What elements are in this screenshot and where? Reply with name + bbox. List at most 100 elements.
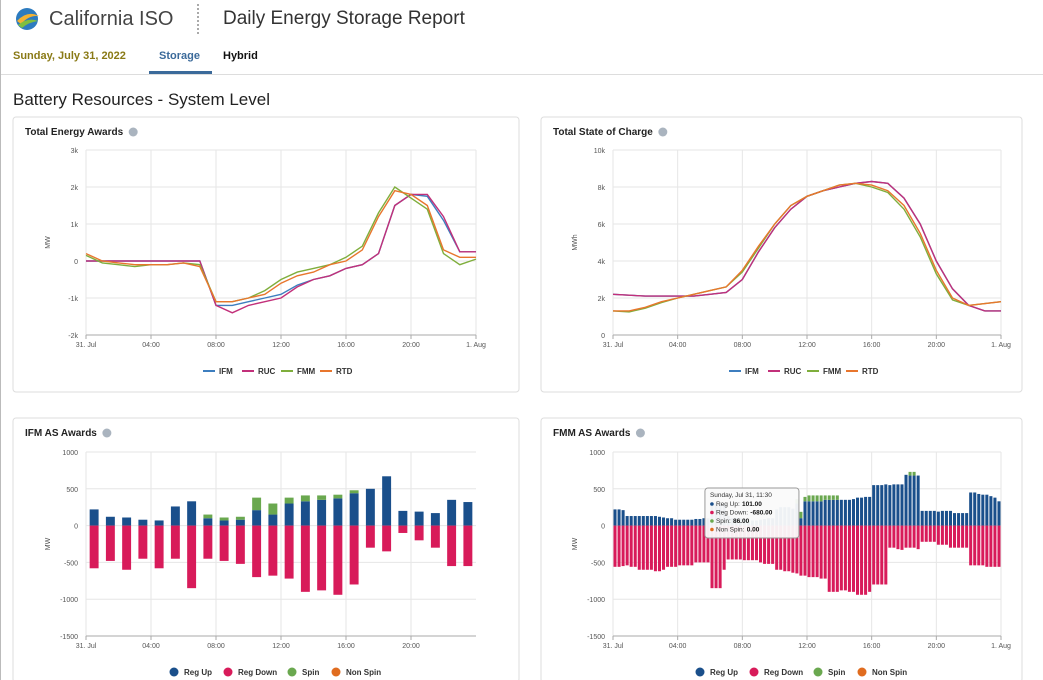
chart-title: FMM AS Awards bbox=[553, 428, 631, 439]
bar bbox=[985, 525, 989, 567]
bar bbox=[203, 514, 213, 519]
page-title: Daily Energy Storage Report bbox=[223, 8, 465, 29]
bar bbox=[710, 525, 714, 589]
bar bbox=[827, 499, 831, 526]
bar bbox=[633, 516, 637, 526]
tooltip-title: Sunday, Jul 31, 11:30 bbox=[710, 492, 772, 499]
bar bbox=[235, 516, 245, 520]
bar bbox=[900, 484, 904, 526]
bar bbox=[333, 494, 343, 499]
bar bbox=[690, 525, 694, 566]
bar bbox=[827, 525, 831, 592]
bar bbox=[973, 525, 977, 566]
bar bbox=[831, 499, 835, 526]
y-tick-label: 500 bbox=[66, 487, 78, 494]
bar bbox=[349, 493, 359, 526]
bar bbox=[702, 518, 706, 526]
bar bbox=[382, 476, 392, 526]
bar bbox=[154, 525, 164, 569]
bar bbox=[268, 525, 278, 576]
bar bbox=[365, 488, 375, 526]
tooltip-value: 86.00 bbox=[733, 518, 750, 525]
bar bbox=[957, 525, 961, 548]
chart-panel bbox=[12, 116, 520, 393]
bar bbox=[430, 513, 440, 526]
bar bbox=[957, 513, 961, 526]
legend-label: Reg Down bbox=[238, 668, 277, 677]
legend-label: Spin bbox=[302, 668, 319, 677]
bar bbox=[365, 525, 375, 548]
bar bbox=[637, 525, 641, 570]
bar bbox=[892, 484, 896, 526]
bar bbox=[333, 525, 343, 595]
x-tick-label: 08:00 bbox=[207, 342, 225, 349]
logo-text: California ISO bbox=[49, 8, 174, 30]
x-tick-label: 12:00 bbox=[798, 342, 816, 349]
bar bbox=[876, 485, 880, 526]
legend-swatch bbox=[813, 667, 823, 677]
bar bbox=[904, 525, 908, 548]
legend-label: RTD bbox=[862, 367, 879, 376]
bar bbox=[944, 510, 948, 526]
series-line bbox=[613, 182, 1002, 312]
tooltip-colon: : bbox=[729, 518, 731, 525]
bar bbox=[89, 525, 99, 569]
bar bbox=[771, 525, 775, 564]
bar bbox=[333, 498, 343, 526]
x-tick-label: 16:00 bbox=[863, 643, 881, 650]
y-tick-label: -1000 bbox=[587, 597, 605, 604]
bar bbox=[617, 525, 621, 567]
info-icon bbox=[658, 127, 668, 137]
bar bbox=[948, 510, 952, 526]
bar bbox=[876, 525, 880, 585]
legend-swatch bbox=[331, 667, 341, 677]
bar bbox=[811, 495, 815, 502]
bar bbox=[953, 513, 957, 526]
info-icon bbox=[635, 428, 645, 438]
bar bbox=[670, 518, 674, 526]
x-tick-label: 12:00 bbox=[798, 643, 816, 650]
bar bbox=[122, 525, 132, 570]
bar bbox=[317, 495, 327, 500]
bar bbox=[670, 525, 674, 567]
bar bbox=[985, 494, 989, 526]
bar bbox=[932, 510, 936, 526]
bar bbox=[349, 525, 359, 585]
bar bbox=[463, 525, 473, 567]
bar bbox=[989, 525, 993, 567]
bar bbox=[803, 501, 807, 526]
bar bbox=[722, 525, 726, 570]
bar bbox=[819, 501, 823, 526]
bar bbox=[815, 495, 819, 502]
bar bbox=[203, 518, 213, 526]
bar bbox=[791, 525, 795, 573]
bar bbox=[219, 525, 229, 561]
bar bbox=[641, 525, 645, 570]
bar bbox=[690, 519, 694, 526]
bar bbox=[613, 509, 617, 526]
chart-title: Total Energy Awards bbox=[25, 127, 124, 138]
bar bbox=[839, 525, 843, 591]
y-tick-label: 0 bbox=[74, 524, 78, 531]
bar bbox=[815, 501, 819, 526]
bar bbox=[674, 525, 678, 567]
bar bbox=[750, 525, 754, 561]
tooltip-name: Reg Down bbox=[716, 510, 747, 517]
bar bbox=[787, 525, 791, 572]
tab-storage[interactable]: Storage bbox=[159, 50, 200, 62]
bar bbox=[936, 511, 940, 526]
bar bbox=[864, 496, 868, 526]
bar bbox=[759, 525, 763, 563]
bar bbox=[726, 525, 730, 560]
report-date: Sunday, July 31, 2022 bbox=[13, 50, 126, 62]
y-tick-label: 0 bbox=[74, 259, 78, 266]
bar bbox=[831, 495, 835, 500]
bar bbox=[742, 525, 746, 561]
bar bbox=[284, 503, 294, 526]
y-tick-label: -2k bbox=[68, 333, 78, 340]
tooltip-value: -680.00 bbox=[750, 510, 772, 517]
bar bbox=[948, 525, 952, 548]
bar bbox=[657, 516, 661, 526]
x-tick-label: 31. Jul bbox=[603, 643, 624, 650]
tab-hybrid[interactable]: Hybrid bbox=[223, 50, 258, 62]
